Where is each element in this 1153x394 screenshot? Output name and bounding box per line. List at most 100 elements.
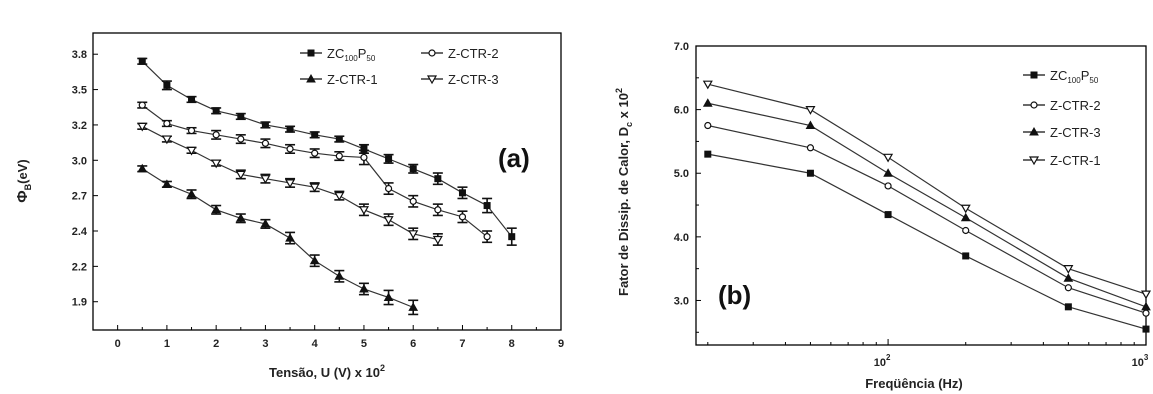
legend-marker-a (307, 49, 315, 57)
legend-marker-a (428, 49, 436, 57)
data-point-a (163, 119, 171, 128)
series-line-a (141, 104, 488, 238)
data-point-a (187, 126, 196, 135)
data-point-a (235, 213, 246, 222)
y-tick-label-a: 1.9 (72, 297, 87, 309)
data-point-a (186, 146, 197, 156)
legend-label-b: Z-CTR-3 (1050, 125, 1101, 140)
series-a-3 (137, 122, 443, 246)
x-axis-ticks-a: 0 1 2 3 4 5 6 7 8 9 (92, 325, 564, 350)
data-point-a (235, 170, 246, 180)
y-tick-label-a: 3.0 (72, 155, 87, 167)
data-point-b (806, 144, 815, 152)
data-point-a (385, 155, 393, 163)
chart-panel-a: 1.9 2.2 2.4 2.7 3.0 3.2 3.5 3.8 0 1 2 3 4 5 6 7 8 9 ZC10… (14, 32, 564, 380)
y-tick-label-a: 3.8 (72, 49, 87, 61)
data-point-a (309, 183, 320, 193)
data-point-a (359, 283, 369, 293)
data-point-a (483, 202, 491, 210)
x-tick-label-b: 103 (1132, 353, 1149, 369)
data-point-a (237, 112, 245, 120)
x-tick-label-a: 6 (410, 338, 416, 350)
y-axis-ticks-b: 3.0 4.0 5.0 6.0 7.0 (674, 41, 701, 333)
series-line-b (707, 153, 1147, 330)
data-point-a (434, 206, 442, 214)
legend-marker-b (1029, 126, 1039, 136)
data-point-a (458, 213, 467, 221)
y-axis-label-a: ΦB(eV) (14, 159, 33, 202)
legend-label-a: Z-CTR-1 (327, 72, 378, 87)
x-axis-ticks-b: 102 103 (707, 339, 1149, 369)
legend-item-b: ZC100P50 (1023, 68, 1099, 85)
data-point-a (260, 175, 271, 184)
data-point-b (1064, 284, 1072, 292)
legend-marker-b (1028, 156, 1040, 166)
data-point-a (260, 218, 271, 228)
data-point-a (137, 163, 148, 173)
data-point-a (211, 159, 222, 169)
data-point-a (212, 107, 220, 115)
data-point-b (960, 212, 971, 222)
y-tick-label-a: 2.7 (72, 191, 87, 203)
data-point-a (212, 131, 220, 139)
series-a-2 (137, 163, 419, 316)
legend-item-a: Z-CTR-3 (421, 72, 499, 87)
series-b-2 (702, 98, 1151, 311)
data-point-b (702, 98, 713, 107)
data-point-a (358, 206, 369, 215)
data-point-a (408, 302, 419, 311)
data-point-a (137, 122, 148, 132)
data-point-a (138, 101, 146, 109)
data-point-a (237, 135, 245, 143)
series-a-1 (137, 101, 493, 244)
legend-label-a: Z-CTR-2 (448, 46, 499, 61)
legend-item-a: Z-CTR-2 (421, 46, 499, 61)
series-line-b (707, 102, 1147, 308)
x-axis-label-b: Freqüência (Hz) (865, 376, 963, 391)
series-line-a (141, 168, 414, 308)
x-tick-label-b: 102 (874, 353, 891, 369)
data-point-b (805, 120, 816, 130)
data-point-b (1140, 290, 1152, 300)
data-point-a (261, 121, 269, 129)
data-point-b (884, 182, 892, 190)
y-tick-label-a: 2.2 (72, 261, 87, 273)
series-b-1 (704, 121, 1150, 317)
data-point-a (162, 179, 172, 188)
x-tick-label-a: 1 (164, 338, 170, 350)
data-point-a (286, 145, 294, 153)
legend-marker-a (426, 75, 438, 85)
legend-marker-a (306, 73, 316, 83)
x-tick-label-a: 0 (115, 338, 121, 350)
x-tick-label-a: 8 (509, 338, 515, 350)
x-tick-label-a: 2 (213, 338, 219, 350)
y-tick-label-a: 3.5 (72, 85, 87, 97)
y-tick-label-b: 3.0 (674, 295, 689, 307)
x-tick-label-a: 7 (459, 338, 465, 350)
y-tick-label-b: 4.0 (674, 232, 689, 244)
data-point-a (409, 197, 417, 205)
data-point-b (806, 169, 814, 177)
data-point-a (309, 255, 320, 265)
data-point-b (883, 168, 893, 177)
data-point-b (884, 211, 892, 219)
data-point-a (261, 139, 270, 147)
data-point-a (334, 271, 345, 280)
legend-b: ZC100P50 Z-CTR-2 Z-CTR-3 Z-CTR-1 (1023, 68, 1101, 168)
series-a-0 (137, 57, 517, 246)
data-point-a (161, 135, 172, 145)
data-point-b (1142, 309, 1150, 317)
data-point-b (704, 150, 712, 158)
y-tick-label-b: 6.0 (674, 105, 689, 117)
data-point-b (1063, 265, 1074, 274)
data-point-a (383, 216, 394, 225)
legend-a: ZC100P50 Z-CTR-2 Z-CTR-1 Z-CTR-3 (300, 46, 499, 87)
data-point-b (1064, 303, 1072, 311)
data-point-a (335, 135, 343, 143)
x-tick-label-a: 4 (312, 338, 319, 350)
data-point-a (211, 204, 222, 214)
data-point-a (285, 179, 296, 189)
data-point-a (408, 230, 419, 240)
data-point-a (311, 149, 319, 157)
x-axis-label-a: Tensão, U (V) x 102 (269, 363, 385, 380)
